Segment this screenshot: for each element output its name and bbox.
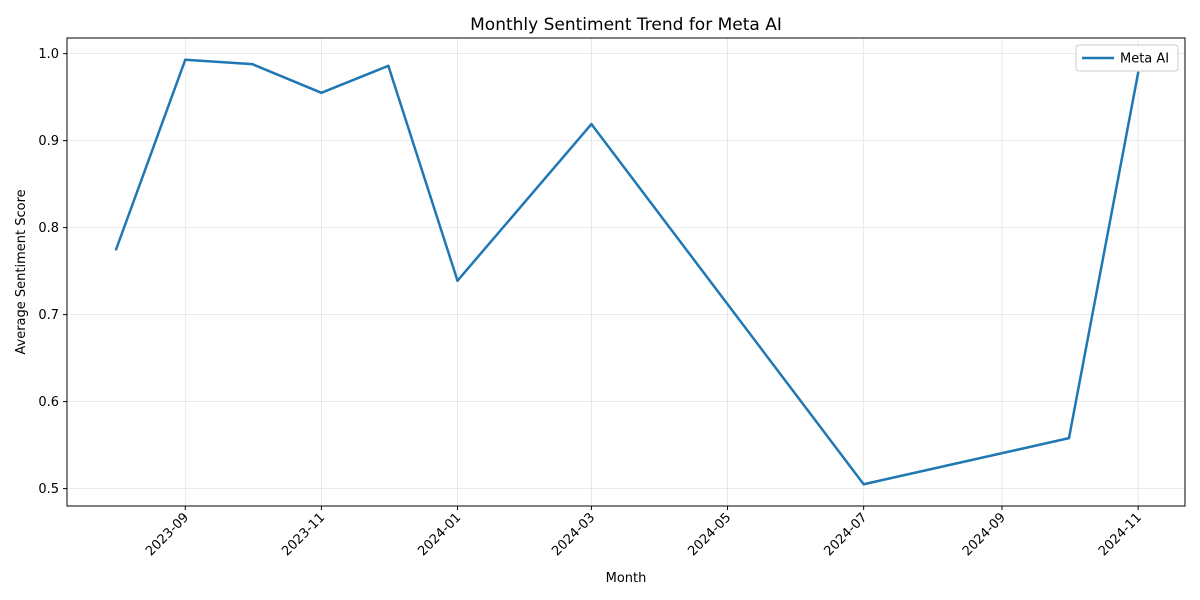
x-tick-label: 2024-09 <box>960 510 1009 559</box>
x-axis-ticks: 2023-09 2023-11 2024-01 2024-03 2024-05 2024-… <box>143 506 1145 559</box>
data-point <box>862 483 865 486</box>
chart-title: Monthly Sentiment Trend for Meta AI <box>470 15 782 35</box>
x-tick-label: 2023-09 <box>143 510 192 559</box>
data-point <box>456 279 459 282</box>
data-point <box>114 248 118 251</box>
data-point <box>320 91 323 95</box>
y-axis-label: Average Sentiment Score <box>14 189 29 354</box>
grid-lines <box>67 38 1185 506</box>
data-point <box>184 58 187 61</box>
data-point <box>590 122 593 126</box>
y-tick-label: 0.6 <box>38 395 59 410</box>
x-tick-label: 2024-07 <box>821 510 870 559</box>
series-layer <box>114 58 1140 486</box>
legend-label: Meta AI <box>1120 52 1169 67</box>
legend-box <box>1075 44 1179 72</box>
series-line-meta-ai <box>114 58 1140 486</box>
x-axis-label: Month <box>606 571 647 586</box>
x-tick-label: 2024-03 <box>549 510 598 559</box>
data-point <box>1067 436 1071 440</box>
data-point <box>250 62 254 66</box>
data-point <box>1136 71 1140 75</box>
y-tick-label: 0.9 <box>38 134 59 149</box>
legend: Meta AI <box>1075 44 1179 72</box>
y-tick-label: 0.8 <box>38 221 59 236</box>
y-tick-label: 0.7 <box>38 308 59 323</box>
data-point <box>387 64 390 68</box>
y-tick-label: 0.5 <box>38 482 59 497</box>
x-tick-label: 2024-05 <box>685 510 734 559</box>
x-tick-label: 2024-11 <box>1096 510 1145 559</box>
y-tick-label: 1.0 <box>38 47 59 62</box>
x-tick-label: 2024-01 <box>415 510 464 559</box>
x-tick-label: 2023-11 <box>279 510 328 559</box>
y-axis-ticks: 0.5 0.6 0.7 0.8 0.9 1.0 <box>38 47 67 497</box>
plot-area-frame <box>66 37 1186 507</box>
